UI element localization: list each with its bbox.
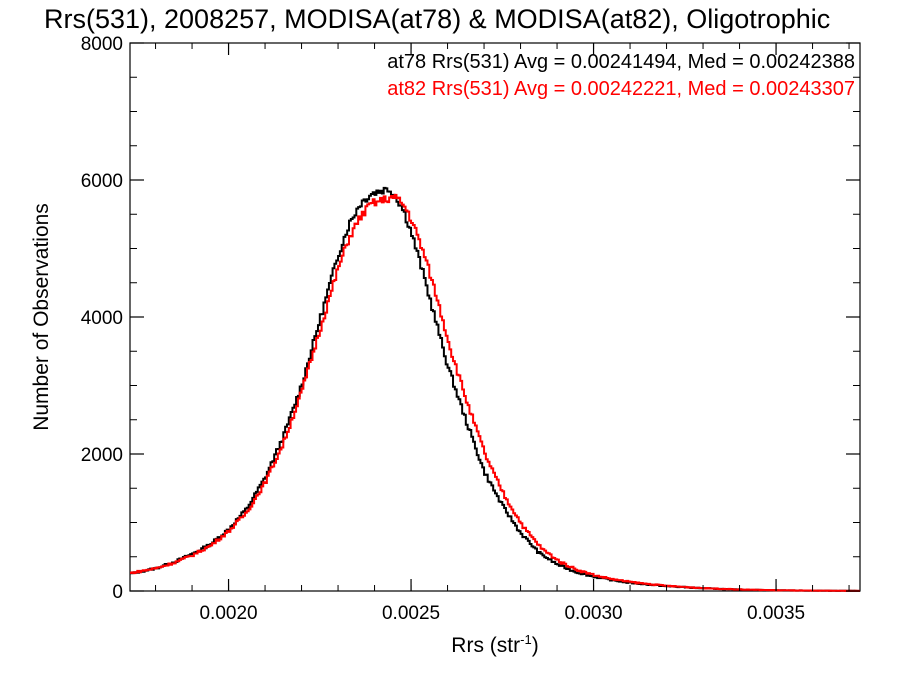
x-tick-label: 0.0025 xyxy=(382,603,440,624)
x-tick-label: 0.0035 xyxy=(747,603,805,624)
series-annotation-at82: at82 Rrs(531) Avg = 0.00242221, Med = 0.… xyxy=(387,78,855,100)
series-line-at82 xyxy=(130,193,860,592)
series-annotations: at78 Rrs(531) Avg = 0.00241494, Med = 0.… xyxy=(387,51,855,100)
series-annotation-at78: at78 Rrs(531) Avg = 0.00241494, Med = 0.… xyxy=(387,51,855,73)
x-axis-label-superscript: -1 xyxy=(520,632,532,647)
y-tick-label: 8000 xyxy=(81,34,123,55)
x-axis-label: Rrs (str-1) xyxy=(451,632,538,657)
series-layer xyxy=(130,186,860,592)
x-axis-label-base: Rrs (str xyxy=(451,634,520,657)
x-tick-label: 0.0020 xyxy=(199,603,257,624)
plot-frame xyxy=(129,42,861,592)
y-tick-label: 4000 xyxy=(81,308,123,329)
plot-area: 0.0020 0.0025 0.0030 0.0035 0 2000 4000 6000 800… xyxy=(81,34,861,624)
y-axis-label: Number of Observations xyxy=(30,203,53,431)
chart-title: Rrs(531), 2008257, MODISA(at78) & MODISA… xyxy=(44,4,830,34)
y-tick-label: 0 xyxy=(112,582,123,603)
x-axis-label-tail: ) xyxy=(532,634,539,657)
y-tick-label: 6000 xyxy=(81,171,123,192)
y-tick-label: 2000 xyxy=(81,445,123,466)
x-tick-label: 0.0030 xyxy=(564,603,622,624)
tick-layer: 0.0020 0.0025 0.0030 0.0035 0 2000 4000 6000 800… xyxy=(81,34,860,624)
series-line-at78 xyxy=(130,186,860,592)
